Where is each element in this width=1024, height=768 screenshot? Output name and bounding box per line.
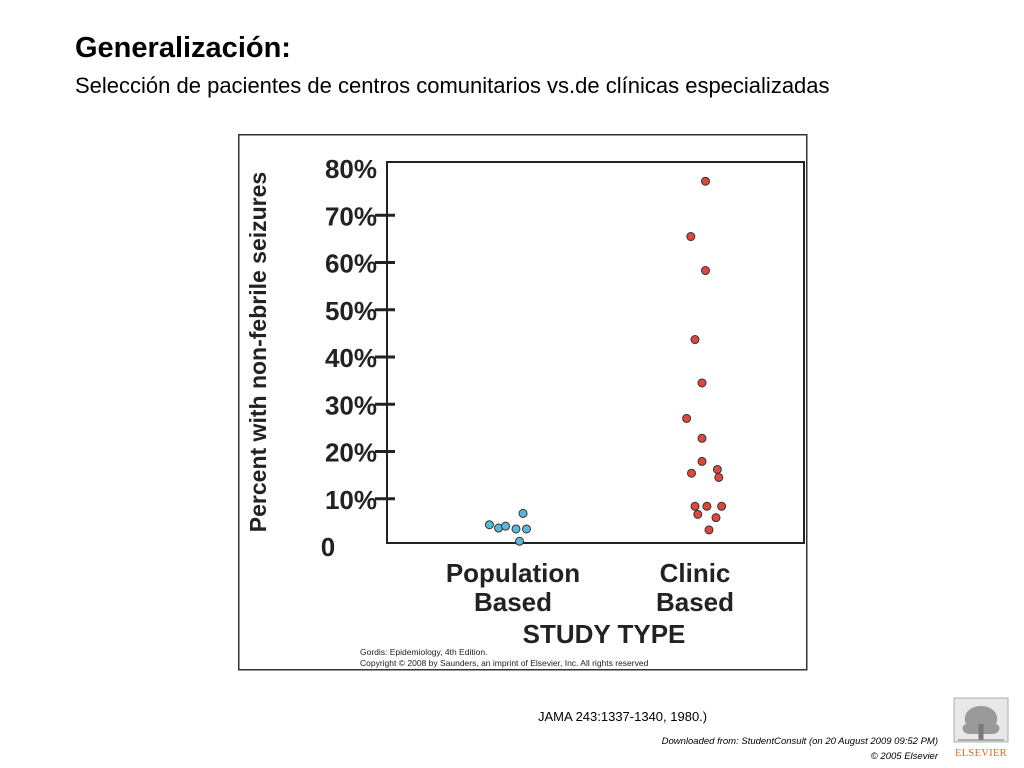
y-tick-label: 60% — [325, 249, 377, 279]
slide-title: Generalización: — [75, 32, 291, 64]
source-citation: JAMA 243:1337-1340, 1980.) — [538, 709, 708, 724]
y-tick-label: 70% — [325, 201, 377, 231]
figure-frame — [238, 134, 808, 671]
y-tick-label: 30% — [325, 390, 377, 420]
data-point-clinic-based — [704, 525, 714, 535]
data-point-clinic-based — [697, 456, 707, 466]
data-point-clinic-based — [693, 509, 703, 519]
data-point-population-based — [484, 520, 494, 530]
data-point-clinic-based — [697, 433, 707, 443]
data-point-clinic-based — [682, 413, 692, 423]
data-point-clinic-based — [711, 513, 721, 523]
data-point-clinic-based — [697, 378, 707, 388]
data-point-population-based — [511, 524, 521, 534]
x-category-label-2-line2: Based — [656, 587, 734, 617]
y-tick-label: 0 — [321, 532, 335, 562]
y-tick-label: 40% — [325, 343, 377, 373]
data-point-clinic-based — [714, 472, 724, 482]
data-point-clinic-based — [701, 176, 710, 186]
data-points — [484, 176, 727, 546]
data-point-population-based — [501, 521, 510, 531]
data-point-clinic-based — [686, 232, 696, 242]
figure-credit-line1: Gordis: Epidemiology, 4th Edition. — [360, 647, 487, 657]
x-category-label-1-line2: Based — [474, 587, 552, 617]
svg-text:ELSEVIER: ELSEVIER — [955, 748, 1007, 759]
y-tick-label: 80% — [325, 154, 377, 184]
data-point-clinic-based — [690, 335, 700, 345]
data-point-clinic-based — [690, 501, 700, 511]
y-tick-label: 50% — [325, 296, 377, 326]
y-tick-marks — [375, 213, 395, 501]
y-tick-labels: 0 10% 20% 30% 40% 50% 60% 70% 80% — [321, 154, 377, 562]
slide-subtitle: Selección de pacientes de centros comuni… — [75, 73, 830, 98]
elsevier-logo: ELSEVIER — [948, 694, 1014, 762]
data-point-clinic-based — [701, 266, 710, 276]
x-category-label-2-line1: Clinic — [660, 558, 731, 588]
data-point-population-based — [515, 536, 524, 546]
data-point-clinic-based — [687, 468, 696, 478]
y-tick-label: 20% — [325, 438, 377, 468]
plot-area-frame — [386, 161, 805, 544]
x-axis-label: STUDY TYPE — [523, 619, 686, 649]
y-axis-label: Percent with non-febrile seizures — [245, 172, 271, 532]
x-category-label-1-line1: Population — [446, 558, 580, 588]
scatter-chart: 0 10% 20% 30% 40% 50% 60% 70% 80% Percent with n… — [238, 134, 808, 671]
data-point-clinic-based — [702, 501, 712, 511]
data-point-clinic-based — [712, 464, 722, 474]
copyright-note: © 2005 Elsevier — [870, 751, 938, 762]
data-point-clinic-based — [717, 501, 727, 511]
y-tick-label: 10% — [325, 485, 377, 515]
download-note: Downloaded from: StudentConsult (on 20 A… — [661, 736, 938, 747]
data-point-population-based — [518, 508, 528, 518]
figure-credit-line2: Copyright © 2008 by Saunders, an imprint… — [360, 658, 649, 668]
data-point-population-based — [522, 524, 531, 534]
